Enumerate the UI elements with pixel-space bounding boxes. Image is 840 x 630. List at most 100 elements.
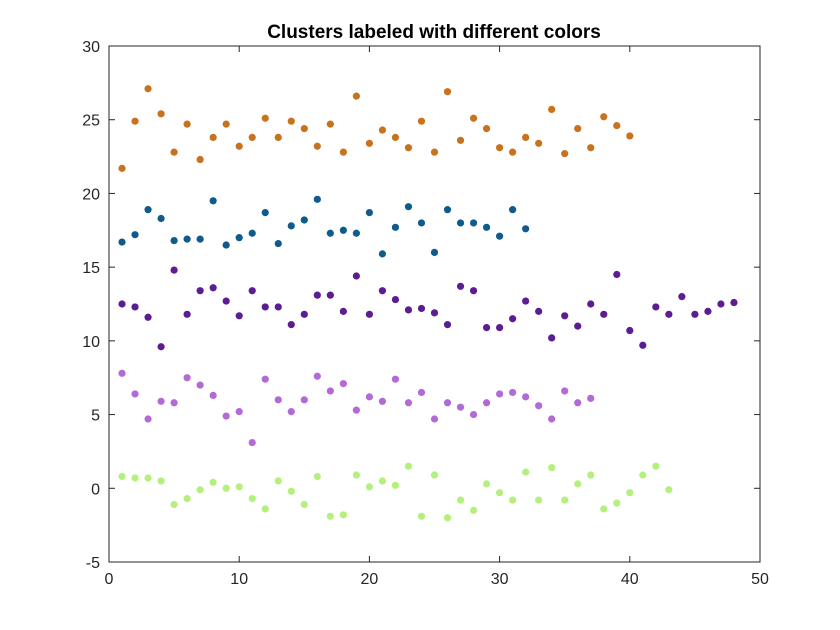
data-point — [417, 219, 426, 227]
data-point — [404, 144, 413, 152]
data-point — [430, 309, 439, 317]
data-point — [587, 144, 595, 152]
data-point — [574, 399, 582, 407]
data-point — [365, 208, 373, 217]
data-point — [430, 148, 439, 156]
data-point — [261, 114, 269, 122]
data-point — [170, 148, 178, 156]
data-point — [561, 312, 569, 320]
data-point — [678, 293, 686, 301]
data-point — [118, 238, 126, 246]
data-point — [391, 223, 400, 231]
data-point — [339, 307, 347, 315]
data-point — [404, 306, 413, 314]
data-point — [183, 495, 191, 503]
axis-ticks — [108, 45, 761, 563]
data-point — [561, 150, 569, 158]
data-point — [352, 272, 360, 280]
series-5 — [118, 462, 673, 522]
data-point — [326, 291, 334, 299]
data-point — [313, 372, 321, 380]
data-point — [170, 399, 178, 407]
data-point — [248, 133, 256, 142]
data-point — [209, 284, 217, 292]
data-point — [587, 300, 595, 308]
data-point — [183, 120, 191, 128]
data-point — [456, 403, 465, 411]
data-point — [300, 216, 308, 224]
data-point — [300, 396, 308, 404]
data-point — [209, 391, 217, 400]
data-point — [326, 229, 334, 237]
data-point — [509, 206, 517, 214]
data-point — [482, 124, 491, 133]
data-point — [300, 500, 308, 509]
data-point — [235, 234, 243, 242]
data-point — [378, 287, 387, 295]
y-tick-label: 15 — [82, 260, 100, 277]
data-point — [535, 307, 543, 315]
x-tick-label: 50 — [751, 571, 769, 588]
data-point — [222, 120, 230, 128]
data-point — [131, 474, 139, 482]
data-point — [626, 489, 634, 497]
data-point — [157, 477, 165, 485]
data-point — [196, 235, 204, 243]
data-point — [430, 471, 439, 479]
data-point — [300, 124, 308, 133]
data-point — [613, 122, 621, 130]
data-point — [417, 388, 426, 397]
data-point — [157, 214, 165, 223]
data-point — [535, 139, 543, 147]
data-point — [144, 206, 152, 214]
plot-area — [108, 45, 761, 563]
series-3 — [118, 266, 738, 351]
data-point — [587, 394, 595, 402]
data-point — [248, 438, 256, 447]
data-point — [509, 496, 517, 504]
data-point — [443, 206, 452, 214]
data-point — [391, 133, 400, 142]
data-point — [352, 229, 360, 237]
data-point — [287, 408, 295, 416]
data-point — [652, 462, 660, 470]
data-point — [365, 139, 373, 147]
data-point — [235, 142, 243, 150]
data-point — [196, 486, 204, 494]
x-tick-label: 20 — [361, 571, 379, 588]
data-point — [131, 390, 139, 398]
data-point — [482, 223, 491, 231]
data-point — [365, 310, 373, 318]
data-point — [639, 471, 647, 479]
data-point — [287, 222, 295, 230]
data-point — [496, 390, 504, 398]
data-point — [157, 110, 165, 118]
y-tick-label: 30 — [82, 39, 100, 56]
data-point — [222, 484, 230, 492]
data-point — [274, 133, 282, 142]
data-point — [365, 393, 373, 401]
data-point — [652, 303, 660, 311]
data-point — [430, 248, 439, 256]
data-point — [248, 229, 256, 237]
data-point — [522, 393, 530, 401]
data-point — [352, 92, 360, 100]
data-point — [417, 512, 426, 520]
data-point — [326, 512, 334, 520]
data-point — [417, 304, 426, 313]
data-point — [378, 250, 387, 258]
data-point — [548, 334, 556, 342]
data-point — [274, 396, 282, 404]
data-point — [339, 380, 347, 388]
data-point — [274, 303, 282, 311]
data-point — [404, 399, 413, 407]
data-point — [274, 239, 282, 248]
data-point — [456, 136, 465, 144]
data-point — [391, 295, 400, 304]
data-point — [587, 471, 595, 479]
data-point — [456, 496, 465, 504]
data-point — [157, 397, 165, 405]
data-point — [378, 126, 387, 134]
x-tick-label: 0 — [105, 571, 114, 588]
